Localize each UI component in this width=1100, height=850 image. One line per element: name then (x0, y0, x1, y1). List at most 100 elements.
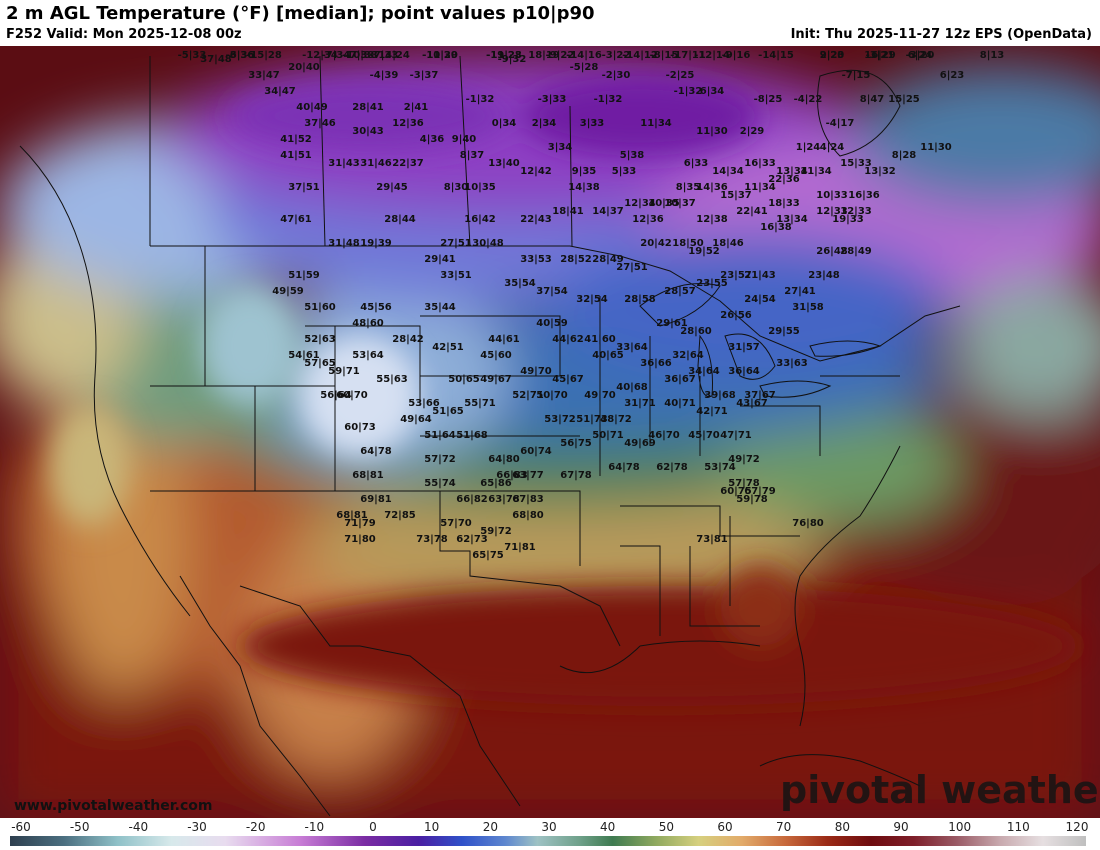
border-line (439, 491, 621, 647)
point-value-label: 40|71 (664, 398, 696, 409)
point-value-label: 28|44 (384, 214, 416, 225)
point-value-label: -19|23 (486, 50, 522, 61)
point-value-label: 2|41 (403, 102, 429, 113)
point-value-label: 3|34 (547, 142, 573, 153)
point-value-label: 76|80 (792, 518, 824, 529)
point-value-label: 37|46 (304, 118, 336, 129)
point-value-label: 18|46 (712, 238, 744, 249)
point-value-label: 30|48 (472, 238, 504, 249)
point-value-label: 39|68 (704, 390, 736, 401)
point-value-label: 50|70 (536, 390, 568, 401)
point-value-label: -14|12 (622, 50, 658, 61)
colorbar-tick-label: -30 (187, 820, 207, 834)
point-value-label: 26|48 (816, 246, 848, 257)
point-value-label: 20|42 (640, 238, 672, 249)
border-line (569, 105, 573, 247)
point-value-label: 31|71 (624, 398, 656, 409)
point-value-label: 71|79 (344, 518, 376, 529)
point-value-label: 19|52 (688, 246, 720, 257)
point-value-label: 40|68 (616, 382, 648, 393)
point-value-label: 18|41 (552, 206, 584, 217)
point-value-label: 53|74 (704, 462, 736, 473)
temperature-detail (50, 76, 1080, 706)
cuba-coast (759, 754, 921, 787)
point-value-label: 73|81 (696, 534, 728, 545)
point-value-label: 53|64 (352, 350, 384, 361)
point-value-label: 8|47 (859, 94, 885, 105)
border-line (440, 490, 581, 566)
point-value-label: 45|67 (552, 374, 584, 385)
point-value-label: -5|28 (569, 62, 599, 73)
map-header: 2 m AGL Temperature (°F) [median]; point… (0, 0, 1100, 46)
point-value-label: 46|70 (648, 430, 680, 441)
point-value-label: 67|83 (512, 494, 544, 505)
point-value-label: 5|33 (611, 166, 637, 177)
us-canada-border (150, 245, 961, 362)
point-value-label: 14|36 (696, 182, 728, 193)
point-value-label: 28|57 (664, 286, 696, 297)
point-value-label: 11|30 (920, 142, 952, 153)
point-value-label: 41|51 (280, 150, 312, 161)
colorbar-tick-label: 60 (717, 820, 733, 834)
point-value-label: 40|65 (592, 350, 624, 361)
point-value-label: 45|56 (360, 302, 392, 313)
point-value-label: -3|21 (865, 50, 895, 61)
point-value-label: 55|71 (464, 398, 496, 409)
point-value-label: 11|34 (744, 182, 776, 193)
point-value-label: 56|64 (320, 390, 352, 401)
point-value-label: 29|41 (424, 254, 456, 265)
point-value-label: 12|36 (392, 118, 424, 129)
border-line (620, 505, 800, 537)
point-value-label: 64|80 (488, 454, 520, 465)
point-value-label: 44|61 (488, 334, 520, 345)
point-value-label: 47|61 (280, 214, 312, 225)
colorbar-tick-label: -40 (128, 820, 149, 834)
point-value-label: 55|74 (424, 478, 456, 489)
point-value-label: -11|29 (422, 50, 458, 61)
point-value-label: 6|24 (907, 50, 933, 61)
point-value-label: 40|59 (536, 318, 568, 329)
point-value-label: 31|57 (728, 342, 760, 353)
point-value-label: 24|54 (744, 294, 776, 305)
point-value-label: -1|32 (673, 86, 703, 97)
point-value-label: 4|24 (819, 142, 845, 153)
point-value-label: -3|36 (225, 50, 255, 61)
point-value-label: 68|80 (512, 510, 544, 521)
point-value-label: 50|65 (448, 374, 480, 385)
point-value-label: 2|23 (819, 50, 845, 61)
point-value-label: 57|65 (304, 358, 336, 369)
border-line (689, 546, 760, 627)
point-value-label: 18|33 (768, 198, 800, 209)
point-value-label: -14|24 (374, 50, 410, 61)
colorbar-ticks: -60 -50 -40 -30 -20 -10 0 10 20 30 40 50 60 70 80 90 100… (0, 818, 1100, 834)
point-value-label: -3|33 (537, 94, 567, 105)
point-value-label: 51|73 (576, 414, 608, 425)
point-value-label: 28|49 (592, 254, 624, 265)
point-value-label: -9|16 (721, 50, 751, 61)
point-value-label: 68|81 (352, 470, 384, 481)
point-value-label: 5|38 (619, 150, 645, 161)
point-value-label: 29|61 (656, 318, 688, 329)
point-value-label: 48|72 (600, 414, 632, 425)
point-value-label: 28|42 (392, 334, 424, 345)
point-value-label: 15|25 (888, 94, 920, 105)
point-value-label: 22|41 (736, 206, 768, 217)
point-value-label: 27|41 (784, 286, 816, 297)
great-lake (809, 340, 882, 357)
point-value-label: -9|22 (545, 50, 575, 61)
border-line (319, 55, 326, 247)
point-value-label: 13|34 (776, 214, 808, 225)
point-value-label: 65|86 (480, 478, 512, 489)
point-value-label: 49|67 (480, 374, 512, 385)
point-value-label: 8|13 (979, 50, 1005, 61)
point-value-label: -6|36 (225, 50, 255, 61)
point-value-label: 28|52 (560, 254, 592, 265)
point-value-label: 55|63 (376, 374, 408, 385)
border-line (305, 325, 421, 406)
point-value-label: -3|37 (409, 70, 439, 81)
point-value-label: 64|78 (360, 446, 392, 457)
point-value-label: 12|34 (624, 198, 656, 209)
point-value-label: 63|78 (488, 494, 520, 505)
point-value-label: 49|72 (728, 454, 760, 465)
point-value-label: 19|33 (832, 214, 864, 225)
